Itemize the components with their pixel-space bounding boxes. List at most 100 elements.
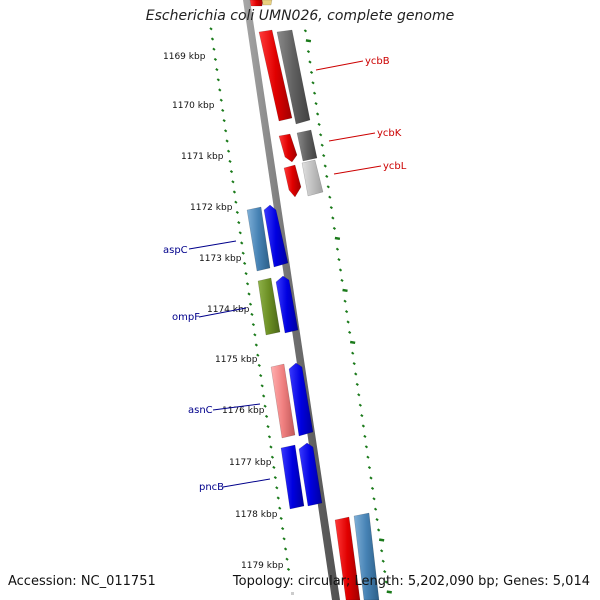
gene-feature-blue-3[interactable] (288, 362, 314, 437)
ruler-tick (337, 258, 341, 262)
ruler-tick (351, 351, 355, 355)
ruler-tick (269, 445, 273, 449)
ruler-tick (276, 496, 280, 500)
ruler-tick (335, 247, 340, 251)
gene-feature-red-3[interactable] (283, 164, 302, 198)
ruler-tick (315, 112, 320, 116)
ruler-tick (338, 268, 343, 272)
ruler-tick (381, 559, 385, 563)
ruler-tick (231, 180, 235, 184)
ruler-tick (320, 143, 324, 147)
gene-feature-aspC[interactable] (246, 206, 271, 272)
gene-feature-ycbK[interactable] (296, 129, 318, 162)
gene-label-ycbB[interactable]: ycbB (365, 56, 390, 67)
ruler-tick (317, 122, 321, 126)
ruler-label: 1176 kbp (222, 406, 265, 416)
ruler-tick (303, 29, 308, 33)
ruler-tick (311, 81, 315, 85)
ruler-tick (314, 102, 318, 106)
ruler-label: 1179 kbp (241, 561, 284, 571)
scroll-marker (291, 592, 294, 595)
ruler-tick (346, 320, 350, 324)
ruler-tick (361, 424, 365, 428)
ruler-tick (260, 384, 264, 388)
ruler-tick (312, 91, 317, 95)
ruler-tick (332, 226, 337, 230)
ruler-tick (243, 261, 247, 265)
ruler-tick (370, 486, 375, 490)
ruler-tick (259, 374, 263, 378)
label-leader-ycbB (315, 60, 364, 71)
gene-feature-red-bottom[interactable] (334, 516, 361, 600)
ruler-tick (210, 37, 215, 41)
label-leader-aspC (188, 240, 237, 250)
ruler-tick (257, 363, 261, 367)
ruler-tick (253, 333, 257, 337)
ruler-tick (221, 108, 225, 112)
ruler-tick (372, 497, 376, 501)
gene-feature-steel-bottom[interactable] (353, 512, 380, 600)
ruler-tick (219, 98, 223, 102)
ruler-tick (367, 466, 372, 470)
gene-feature-blue-1[interactable] (263, 204, 289, 268)
gene-label-ycbL[interactable]: ycbL (383, 161, 407, 172)
ruler-tick (241, 251, 245, 255)
ruler-tick (340, 278, 344, 282)
ruler-label: 1177 kbp (229, 458, 272, 468)
gene-feature-pncB[interactable] (280, 444, 305, 510)
gene-label-pncB[interactable]: pncB (199, 482, 224, 493)
ruler-tick (222, 119, 226, 123)
ruler-label: 1174 kbp (207, 305, 250, 315)
label-leader-ycbL (333, 165, 382, 175)
label-leader-pncB (222, 478, 271, 488)
gene-labels: ycbB ycbK ycbL aspC ompF asnC pncB (163, 56, 407, 493)
gene-feature-ompF[interactable] (257, 277, 281, 336)
ruler-tick (245, 282, 250, 286)
ruler-tick (216, 78, 220, 82)
ruler-tick (380, 549, 384, 553)
ruler-tick (285, 557, 289, 561)
ruler-tick (229, 170, 234, 174)
ruler-tick (376, 528, 381, 532)
gene-feature-red-1[interactable] (258, 29, 293, 122)
ruler-label: 1171 kbp (181, 152, 224, 162)
gene-label-asnC[interactable]: asnC (188, 405, 213, 416)
gene-feature-asnC[interactable] (270, 363, 296, 439)
ruler-tick (270, 455, 275, 459)
ruler-tick (281, 527, 285, 531)
ruler-tick (267, 435, 272, 439)
ruler-tick (225, 139, 229, 143)
ruler-tick (308, 60, 312, 64)
ruler-tick (319, 133, 323, 137)
ruler-tick (342, 288, 348, 293)
ruler-tick (262, 394, 266, 398)
gene-feature-ycbL[interactable] (301, 159, 324, 197)
ruler-tick (364, 445, 369, 449)
label-leader-asnC (212, 403, 261, 411)
label-leader-ompF (198, 307, 247, 318)
ruler-tick (383, 570, 387, 574)
ruler-tick (322, 154, 326, 158)
ruler-tick (266, 425, 270, 429)
gene-feature-top-red[interactable] (249, 0, 264, 7)
ruler-tick (323, 164, 327, 168)
ruler-tick (238, 231, 242, 235)
ruler-tick (309, 70, 314, 74)
gene-feature-red-2[interactable] (278, 133, 298, 163)
ruler-tick (358, 403, 362, 407)
gene-label-aspC[interactable]: aspC (163, 245, 188, 256)
ruler-tick (235, 210, 239, 214)
gene-label-ycbK[interactable]: ycbK (377, 128, 402, 139)
ruler-tick (209, 27, 213, 31)
ruler-tick (282, 537, 286, 541)
ruler-label: 1175 kbp (215, 355, 258, 365)
ruler-tick (224, 129, 228, 133)
gene-feature-blue-4[interactable] (298, 442, 323, 507)
gene-feature-ycbB[interactable] (276, 29, 311, 125)
gene-feature-top-yellow[interactable] (261, 0, 273, 6)
ruler-tick (384, 580, 388, 584)
gene-feature-blue-2[interactable] (275, 275, 299, 334)
gene-features (246, 0, 380, 600)
gene-label-ompF[interactable]: ompF (172, 312, 200, 323)
